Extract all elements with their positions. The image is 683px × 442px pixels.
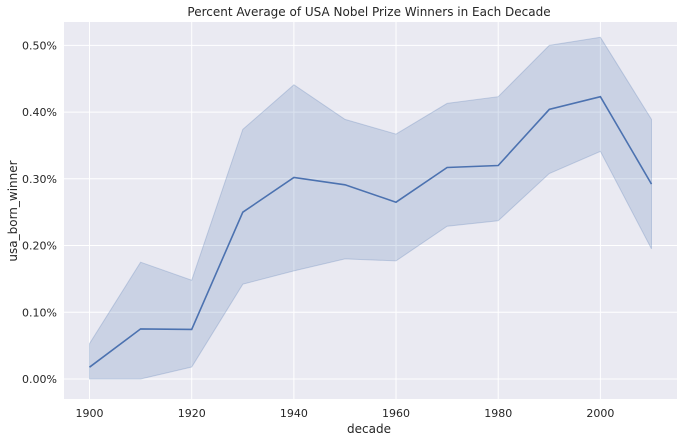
plot-area [64, 22, 677, 399]
y-tick-label: 0.20% [22, 240, 57, 253]
y-tick-label: 0.50% [22, 39, 57, 52]
confidence-band [89, 36, 652, 380]
y-tick-label: 0.10% [22, 306, 57, 319]
x-axis-title: decade [347, 422, 391, 436]
x-tick-labels: 1900 1920 1940 1960 1980 2000 [76, 407, 615, 420]
x-tick-label: 1920 [178, 407, 206, 420]
y-tick-label: 0.00% [22, 373, 57, 386]
x-tick-label: 1980 [484, 407, 512, 420]
y-tick-label: 0.30% [22, 173, 57, 186]
series-line [89, 95, 653, 368]
y-tick-labels: 0.00% 0.10% 0.20% 0.30% 0.40% 0.50% [22, 39, 57, 386]
chart-title: Percent Average of USA Nobel Prize Winne… [187, 5, 550, 19]
x-tick-label: 1900 [76, 407, 104, 420]
y-axis-title: usa_born_winner [6, 160, 20, 261]
grid [64, 22, 677, 399]
x-tick-label: 1940 [280, 407, 308, 420]
x-tick-label: 1960 [382, 407, 410, 420]
x-tick-label: 2000 [586, 407, 614, 420]
y-tick-label: 0.40% [22, 106, 57, 119]
